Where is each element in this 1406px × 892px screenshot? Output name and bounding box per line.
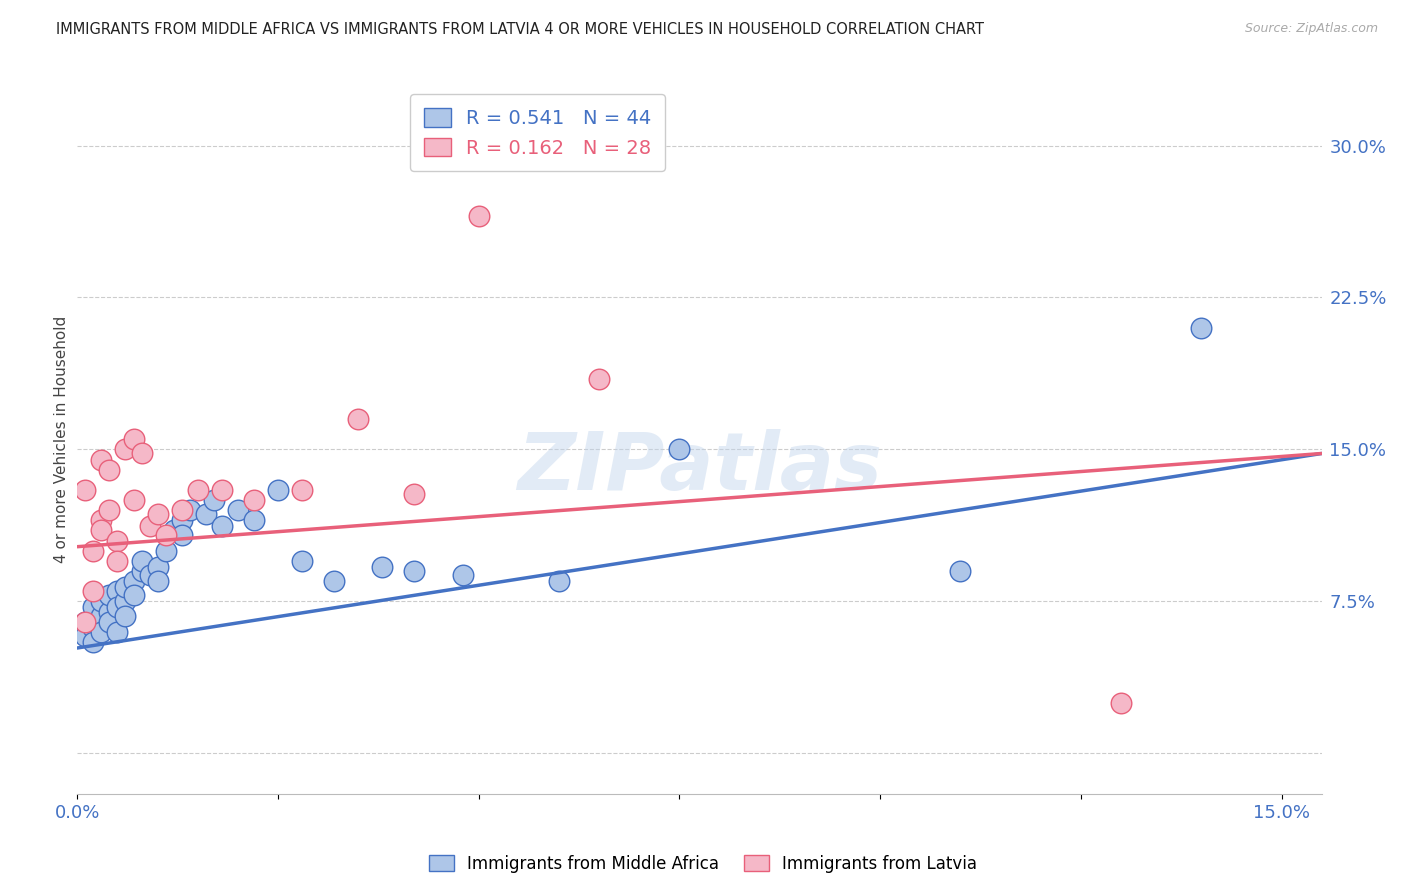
Point bbox=[226, 503, 249, 517]
Point bbox=[347, 412, 370, 426]
Point bbox=[323, 574, 346, 589]
Point bbox=[107, 624, 129, 639]
Text: IMMIGRANTS FROM MIDDLE AFRICA VS IMMIGRANTS FROM LATVIA 4 OR MORE VEHICLES IN HO: IMMIGRANTS FROM MIDDLE AFRICA VS IMMIGRA… bbox=[56, 22, 984, 37]
Point bbox=[75, 615, 97, 629]
Point bbox=[131, 446, 153, 460]
Point bbox=[75, 615, 97, 629]
Point bbox=[122, 493, 145, 508]
Point bbox=[179, 503, 201, 517]
Point bbox=[155, 543, 177, 558]
Y-axis label: 4 or more Vehicles in Household: 4 or more Vehicles in Household bbox=[53, 316, 69, 563]
Point bbox=[668, 442, 690, 457]
Point bbox=[588, 371, 610, 385]
Point bbox=[243, 513, 266, 527]
Point bbox=[82, 621, 104, 635]
Point bbox=[90, 594, 112, 608]
Point bbox=[467, 210, 489, 224]
Point bbox=[371, 560, 394, 574]
Point bbox=[98, 615, 121, 629]
Point bbox=[211, 519, 233, 533]
Legend: R = 0.541   N = 44, R = 0.162   N = 28: R = 0.541 N = 44, R = 0.162 N = 28 bbox=[411, 95, 665, 171]
Point bbox=[211, 483, 233, 497]
Point bbox=[90, 524, 112, 538]
Point bbox=[404, 487, 426, 501]
Point bbox=[1109, 696, 1132, 710]
Point bbox=[155, 527, 177, 541]
Text: ZIPatlas: ZIPatlas bbox=[517, 429, 882, 507]
Point bbox=[131, 554, 153, 568]
Point bbox=[138, 519, 160, 533]
Point bbox=[243, 493, 266, 508]
Point bbox=[114, 580, 136, 594]
Point bbox=[146, 508, 169, 522]
Point bbox=[146, 560, 169, 574]
Point bbox=[98, 588, 121, 602]
Point bbox=[122, 574, 145, 589]
Point bbox=[1189, 321, 1212, 335]
Point bbox=[291, 483, 314, 497]
Point bbox=[75, 483, 97, 497]
Point bbox=[451, 568, 474, 582]
Point bbox=[98, 503, 121, 517]
Point bbox=[146, 574, 169, 589]
Point bbox=[90, 513, 112, 527]
Point bbox=[122, 433, 145, 447]
Point bbox=[107, 533, 129, 548]
Point bbox=[131, 564, 153, 578]
Point bbox=[90, 608, 112, 623]
Point bbox=[82, 543, 104, 558]
Point bbox=[114, 442, 136, 457]
Point bbox=[291, 554, 314, 568]
Point bbox=[170, 513, 193, 527]
Text: Source: ZipAtlas.com: Source: ZipAtlas.com bbox=[1244, 22, 1378, 36]
Point bbox=[98, 605, 121, 619]
Point bbox=[75, 629, 97, 643]
Point bbox=[548, 574, 571, 589]
Point bbox=[107, 554, 129, 568]
Point bbox=[187, 483, 209, 497]
Point bbox=[194, 508, 217, 522]
Point bbox=[122, 588, 145, 602]
Point bbox=[170, 503, 193, 517]
Point bbox=[90, 452, 112, 467]
Point bbox=[163, 524, 186, 538]
Point bbox=[90, 624, 112, 639]
Point bbox=[202, 493, 225, 508]
Point bbox=[82, 635, 104, 649]
Point bbox=[98, 463, 121, 477]
Point bbox=[267, 483, 290, 497]
Point bbox=[107, 584, 129, 599]
Point bbox=[404, 564, 426, 578]
Point bbox=[82, 600, 104, 615]
Point bbox=[138, 568, 160, 582]
Point bbox=[170, 527, 193, 541]
Point bbox=[107, 600, 129, 615]
Point bbox=[82, 584, 104, 599]
Legend: Immigrants from Middle Africa, Immigrants from Latvia: Immigrants from Middle Africa, Immigrant… bbox=[422, 848, 984, 880]
Point bbox=[949, 564, 972, 578]
Point bbox=[114, 594, 136, 608]
Point bbox=[114, 608, 136, 623]
